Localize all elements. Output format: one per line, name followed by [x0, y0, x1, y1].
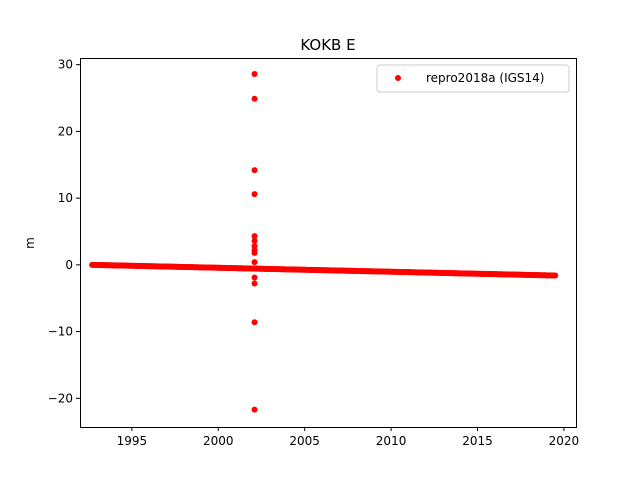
- data-point-outlier: [251, 319, 258, 326]
- plot-area-frame: [80, 58, 577, 428]
- y-axis-label: m: [23, 237, 37, 249]
- y-tick-label: 0: [65, 258, 73, 272]
- x-tick-label: 2010: [376, 434, 407, 448]
- data-point-outlier: [251, 167, 258, 174]
- x-tick-label: 2020: [549, 434, 580, 448]
- y-tick-label: 30: [58, 58, 73, 72]
- x-tick-label: 2015: [462, 434, 493, 448]
- y-tick-label: −10: [48, 325, 73, 339]
- data-point-outlier: [251, 274, 258, 281]
- data-point-outlier: [251, 249, 258, 256]
- legend-box: [376, 64, 570, 93]
- x-tick-label: 2005: [289, 434, 320, 448]
- data-point-outlier: [251, 237, 258, 244]
- legend-marker: [395, 75, 401, 81]
- y-tick-label: 10: [58, 191, 73, 205]
- y-tick-label: −20: [48, 391, 73, 405]
- data-point-outlier: [251, 406, 258, 413]
- data-points-group: [89, 71, 559, 413]
- chart-title: KOKB E: [300, 36, 355, 54]
- legend-label: repro2018a (IGS14): [426, 71, 544, 85]
- data-point-outlier: [251, 191, 258, 198]
- x-tick-label: 1995: [117, 434, 148, 448]
- data-point: [552, 272, 559, 279]
- axis-ticks-group: 1995 2000 2005 2010 2015 2020 −20 −10 0 10 20 30: [48, 58, 580, 448]
- data-point-outlier: [251, 95, 258, 102]
- data-point-outlier: [251, 280, 258, 287]
- data-point-outlier: [251, 71, 258, 78]
- x-tick-label: 2000: [203, 434, 234, 448]
- y-tick-label: 20: [58, 124, 73, 138]
- legend: repro2018a (IGS14): [376, 64, 570, 93]
- data-point-outlier: [251, 259, 258, 266]
- data-point-outlier: [251, 233, 258, 240]
